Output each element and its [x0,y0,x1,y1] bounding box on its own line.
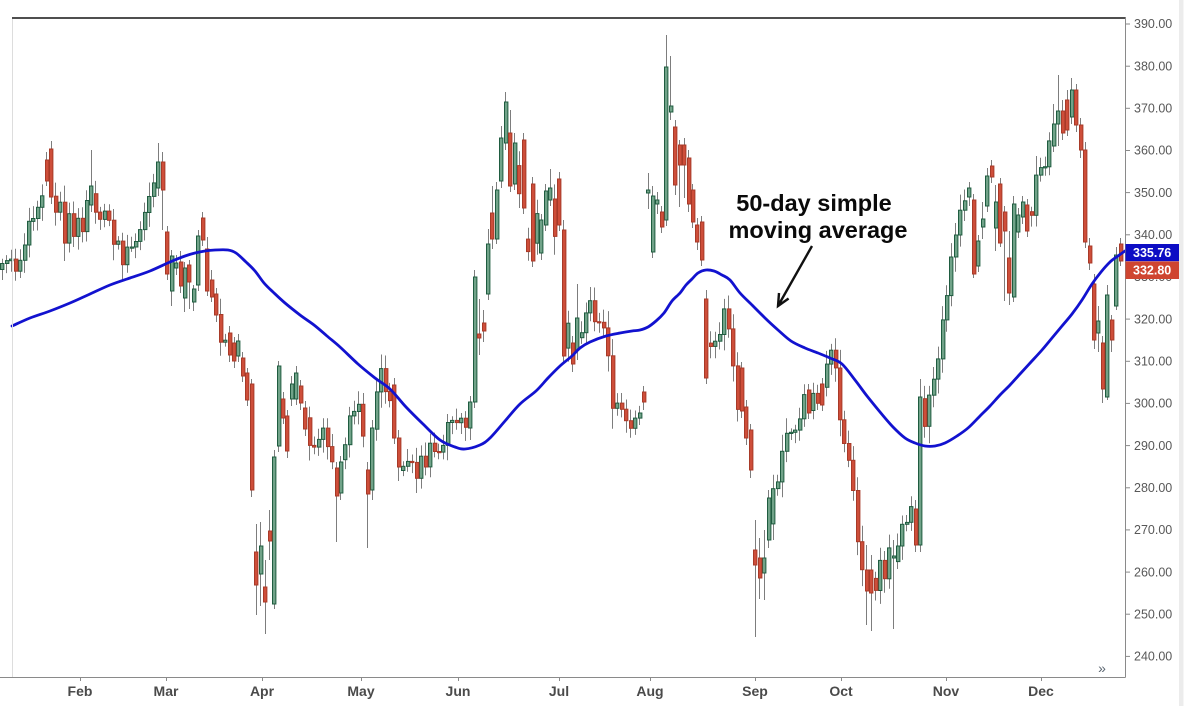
svg-text:260.00: 260.00 [1134,565,1172,579]
svg-text:240.00: 240.00 [1134,650,1172,664]
svg-text:Sep: Sep [742,683,768,699]
svg-text:360.00: 360.00 [1134,144,1172,158]
svg-text:Feb: Feb [68,683,93,699]
svg-text:Jun: Jun [446,683,471,699]
svg-text:Aug: Aug [636,683,663,699]
svg-text:300.00: 300.00 [1134,397,1172,411]
svg-text:320.00: 320.00 [1134,312,1172,326]
svg-text:370.00: 370.00 [1134,102,1172,116]
svg-text:50-day simple: 50-day simple [736,190,891,216]
svg-text:Oct: Oct [829,683,853,699]
svg-text:250.00: 250.00 [1134,607,1172,621]
svg-text:340.00: 340.00 [1134,228,1172,242]
svg-text:»: » [1098,660,1106,676]
svg-text:390.00: 390.00 [1134,17,1172,31]
svg-text:Jul: Jul [549,683,569,699]
svg-text:May: May [347,683,374,699]
svg-text:Mar: Mar [154,683,179,699]
svg-text:310.00: 310.00 [1134,355,1172,369]
svg-text:Apr: Apr [250,683,275,699]
svg-text:332.80: 332.80 [1133,264,1171,278]
svg-text:290.00: 290.00 [1134,439,1172,453]
svg-text:Nov: Nov [933,683,960,699]
svg-text:280.00: 280.00 [1134,481,1172,495]
svg-text:335.76: 335.76 [1133,246,1171,260]
svg-text:270.00: 270.00 [1134,523,1172,537]
svg-text:moving average: moving average [729,217,908,243]
svg-text:350.00: 350.00 [1134,186,1172,200]
svg-text:Dec: Dec [1028,683,1054,699]
svg-text:380.00: 380.00 [1134,59,1172,73]
